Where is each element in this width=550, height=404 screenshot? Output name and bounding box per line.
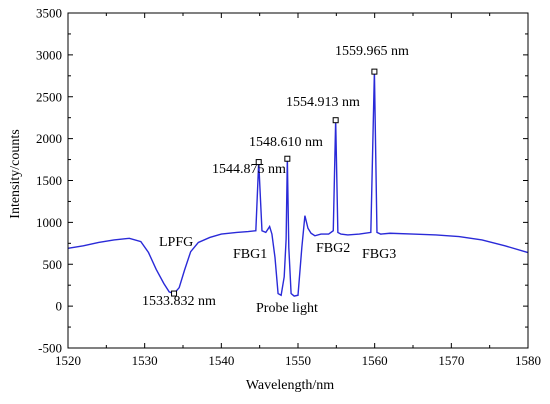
x-tick-label: 1520 xyxy=(55,353,81,368)
y-tick-label: 3500 xyxy=(36,6,62,21)
peak-marker xyxy=(332,117,339,124)
x-tick-label: 1560 xyxy=(362,353,388,368)
y-tick-label: 3000 xyxy=(36,47,62,62)
y-tick-label: -500 xyxy=(38,341,62,356)
x-tick-label: 1580 xyxy=(515,353,541,368)
plot-frame xyxy=(67,12,529,349)
x-tick-label: 1540 xyxy=(208,353,234,368)
x-tick-label: 1570 xyxy=(438,353,464,368)
y-tick-label: 0 xyxy=(56,299,63,314)
region-label-fbg3: FBG3 xyxy=(362,247,396,262)
peak-marker xyxy=(284,155,291,162)
region-label-fbg2: FBG2 xyxy=(316,241,350,256)
region-label-fbg1: FBG1 xyxy=(233,247,267,262)
y-tick-label: 1500 xyxy=(36,173,62,188)
y-axis-title: Intensity/counts xyxy=(8,129,23,218)
x-tick-label: 1530 xyxy=(132,353,158,368)
peak-marker xyxy=(255,159,262,166)
x-axis-title: Wavelength/nm xyxy=(246,378,334,393)
peak-marker xyxy=(371,68,378,75)
region-label-lpfg: LPFG xyxy=(159,235,193,250)
y-tick-label: 500 xyxy=(43,257,63,272)
peak-label-fbg2: 1554.913 nm xyxy=(286,95,360,110)
peak-label-lpfg-dip: 1533.832 nm xyxy=(142,294,216,309)
peak-label-fbg3: 1559.965 nm xyxy=(335,44,409,59)
x-tick-label: 1550 xyxy=(285,353,311,368)
peak-marker xyxy=(171,290,178,297)
y-tick-label: 2500 xyxy=(36,89,62,104)
region-label-probe-light: Probe light xyxy=(256,301,318,316)
peak-label-fbg1: 1544.875 nm xyxy=(212,162,286,177)
y-tick-label: 2000 xyxy=(36,131,62,146)
y-tick-label: 1000 xyxy=(36,215,62,230)
peak-label-probe: 1548.610 nm xyxy=(249,135,323,150)
